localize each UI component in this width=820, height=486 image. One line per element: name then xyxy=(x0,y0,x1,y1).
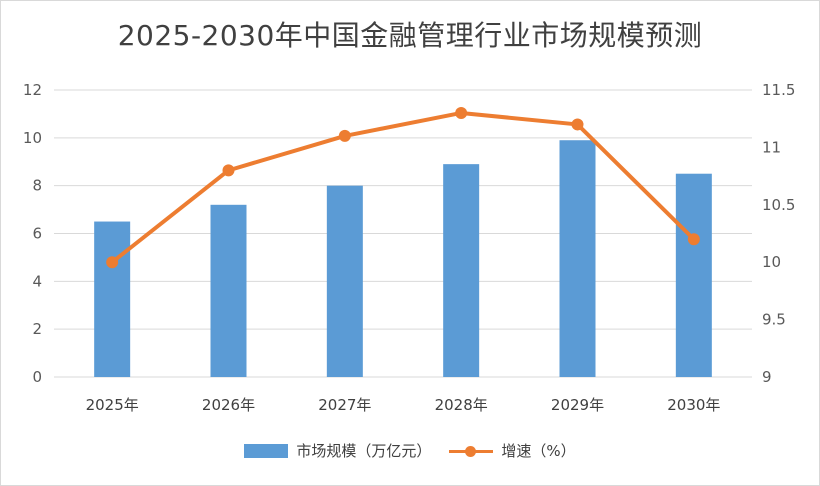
line-point xyxy=(338,129,351,142)
growth-line xyxy=(110,110,696,264)
y-left-tick-label: 12 xyxy=(23,81,42,99)
bar xyxy=(210,204,247,377)
x-tick-label: 2030年 xyxy=(667,396,720,414)
x-tick-label: 2029年 xyxy=(551,396,604,414)
chart-title: 2025-2030年中国金融管理行业市场规模预测 xyxy=(117,19,703,52)
line-point xyxy=(455,106,468,119)
legend-item-growth-rate: 增速（%） xyxy=(449,440,576,461)
line-point xyxy=(106,256,119,269)
y-left-tick-label: 8 xyxy=(32,177,42,195)
y-right-tick-label: 11 xyxy=(762,138,781,156)
x-tick-label: 2028年 xyxy=(435,396,488,414)
bar xyxy=(443,164,480,377)
legend-item-market-size: 市场规模（万亿元） xyxy=(244,440,431,461)
y-left-tick-label: 10 xyxy=(23,129,42,147)
y-left-tick-label: 4 xyxy=(32,272,42,290)
bar xyxy=(559,140,596,377)
y-right-tick-label: 10.5 xyxy=(762,196,795,214)
line-point xyxy=(687,233,700,246)
y-left-tick-label: 0 xyxy=(32,368,42,386)
x-tick-label: 2025年 xyxy=(86,396,139,414)
x-tick-label: 2027年 xyxy=(318,396,371,414)
y-right-tick-label: 9.5 xyxy=(762,311,786,329)
legend-label-growth-rate: 增速（%） xyxy=(501,442,576,460)
legend-swatch-line xyxy=(449,444,494,458)
bar xyxy=(94,221,131,377)
legend-swatch-bar xyxy=(244,443,289,458)
line-point xyxy=(222,164,235,177)
y-right-tick-label: 10 xyxy=(762,253,781,271)
y-right-tick-label: 9 xyxy=(762,368,772,386)
chart-legend: 市场规模（万亿元） 增速（%） xyxy=(0,440,820,461)
y-left-tick-label: 2 xyxy=(32,320,42,338)
legend-label-market-size: 市场规模（万亿元） xyxy=(296,442,432,460)
y-left-tick-label: 6 xyxy=(32,225,42,243)
x-tick-label: 2026年 xyxy=(202,396,255,414)
bar xyxy=(326,185,363,377)
bar xyxy=(675,173,712,377)
y-right-tick-label: 11.5 xyxy=(762,81,795,99)
line-point xyxy=(571,118,584,131)
